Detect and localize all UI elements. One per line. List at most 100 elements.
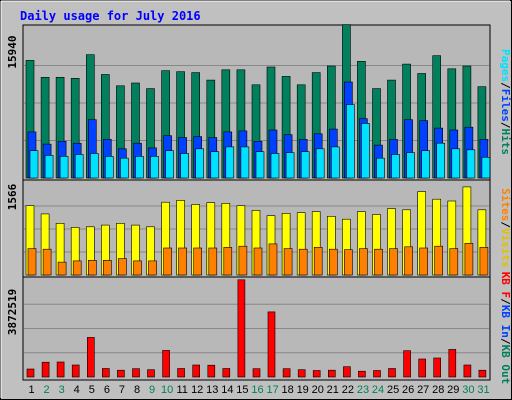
- bar-sites-day-9: [148, 260, 157, 276]
- bar-pages-day-26: [406, 152, 415, 179]
- bar-pages-day-12: [195, 148, 204, 179]
- panel-hits-legend: Pages/Files/Hits: [499, 49, 512, 155]
- legend-sep-1: /: [499, 82, 512, 89]
- day-label-25: 25: [387, 384, 399, 396]
- bar-sites-day-26: [404, 246, 413, 276]
- bar-pages-day-5: [90, 153, 99, 179]
- bar-sites-day-12: [193, 247, 202, 276]
- bar-sites-day-13: [208, 247, 218, 276]
- bar-kb-f-day-19: [297, 369, 306, 378]
- legend-hits: Hits: [499, 129, 512, 156]
- bar-pages-day-4: [74, 154, 84, 179]
- bar-kb-f-day-6: [102, 368, 110, 378]
- x-axis-day-labels: 1 2 3 4 5 6 7 8 9 10 11 12 13 14 15 16 17 18 19 20 21 22 23 24 2…: [28, 384, 489, 396]
- bar-sites-day-6: [103, 259, 112, 276]
- day-label-17: 17: [266, 384, 278, 396]
- bar-pages-day-22: [346, 104, 355, 179]
- bar-kb-f-day-12: [192, 364, 200, 378]
- day-label-2: 2: [44, 384, 50, 396]
- day-label-7: 7: [119, 384, 125, 396]
- day-label-21: 21: [327, 384, 339, 396]
- bar-sites-day-18: [283, 248, 293, 276]
- bar-kb-f-day-14: [222, 368, 231, 378]
- legend-visits: Visits: [499, 228, 512, 268]
- day-label-9: 9: [149, 384, 155, 396]
- day-label-19: 19: [297, 384, 309, 396]
- day-label-23: 23: [357, 384, 369, 396]
- bar-sites-day-7: [118, 258, 127, 276]
- day-label-13: 13: [206, 384, 218, 396]
- day-label-8: 8: [134, 384, 140, 396]
- bar-sites-day-11: [178, 247, 187, 276]
- panel-visits: 1566 Sites/Visits: [6, 179, 512, 278]
- legend-sep-2: /: [499, 122, 512, 129]
- day-label-11: 11: [176, 384, 187, 396]
- bar-sites-day-19: [298, 248, 308, 276]
- bar-pages-day-11: [180, 153, 189, 179]
- bar-pages-day-24: [376, 157, 385, 179]
- bar-pages-day-9: [150, 156, 159, 179]
- bar-sites-day-4: [72, 260, 82, 276]
- bar-kb-f-day-4: [71, 364, 80, 378]
- bar-sites-day-20: [313, 247, 323, 276]
- panel-hits-max-label: 15940: [6, 35, 19, 68]
- bar-kb-f-day-28: [433, 357, 442, 378]
- bar-kb-f-day-22: [343, 366, 351, 378]
- panel-visits-bars: [25, 186, 489, 276]
- bar-kb-f-day-18: [282, 368, 291, 378]
- bar-pages-day-18: [285, 152, 295, 179]
- bar-sites-day-5: [88, 259, 97, 276]
- legend-files: Files: [499, 89, 512, 122]
- bar-kb-f-day-31: [478, 369, 487, 378]
- bar-pages-day-1: [29, 150, 39, 179]
- bar-kb-f-day-21: [327, 369, 336, 378]
- chart-title: Daily usage for July 2016: [20, 9, 201, 23]
- day-label-31: 31: [477, 384, 489, 396]
- bar-kb-f-day-23: [358, 370, 366, 378]
- legend-kbout: KB Out: [499, 345, 512, 385]
- legend-sep-5: /: [499, 338, 512, 345]
- day-label-29: 29: [447, 384, 459, 396]
- bar-pages-day-14: [225, 146, 235, 179]
- bar-sites-day-15: [238, 245, 248, 276]
- day-label-18: 18: [281, 384, 293, 396]
- bar-sites-day-23: [359, 248, 368, 276]
- day-label-3: 3: [59, 384, 65, 396]
- bar-kb-f-day-7: [117, 369, 125, 378]
- day-label-14: 14: [221, 384, 233, 396]
- bar-pages-day-10: [165, 150, 174, 179]
- bar-pages-day-31: [481, 157, 491, 179]
- panel-hits-bars: [25, 24, 491, 179]
- bar-kb-f-day-27: [418, 358, 427, 378]
- bar-pages-day-17: [270, 153, 280, 179]
- bar-pages-day-2: [44, 155, 54, 179]
- bar-kb-f-day-2: [41, 361, 50, 378]
- bar-pages-day-19: [300, 151, 310, 179]
- bar-sites-day-17: [268, 243, 278, 276]
- panel-hits: 15940 Pages/Files/Hits: [6, 24, 512, 181]
- bar-sites-day-1: [27, 248, 37, 276]
- day-label-26: 26: [402, 384, 414, 396]
- bar-pages-day-29: [451, 148, 461, 179]
- panel-visits-legend: Sites/Visits: [499, 188, 512, 268]
- bar-pages-day-28: [436, 142, 446, 179]
- bar-sites-day-21: [328, 248, 338, 276]
- bar-kb-f-day-13: [207, 364, 216, 378]
- panel-kb-bars: [26, 279, 487, 378]
- legend-sites: Sites: [499, 188, 512, 221]
- bar-pages-day-20: [315, 148, 325, 179]
- panel-kb-legend: KB F/KB In/KB Out: [499, 272, 512, 385]
- panel-visits-max-label: 1566: [6, 183, 19, 210]
- bar-kb-f-day-8: [132, 368, 140, 378]
- bar-kb-f-day-11: [177, 368, 185, 378]
- bar-sites-day-25: [389, 248, 398, 276]
- bar-sites-day-10: [163, 247, 172, 276]
- legend-kbf: KB F: [499, 272, 512, 299]
- day-label-5: 5: [89, 384, 95, 396]
- panel-kb-max-label: 3872519: [6, 289, 19, 335]
- bar-kb-f-day-10: [162, 350, 170, 378]
- day-label-6: 6: [104, 384, 110, 396]
- bar-kb-f-day-29: [448, 349, 457, 378]
- bar-pages-day-3: [59, 156, 69, 179]
